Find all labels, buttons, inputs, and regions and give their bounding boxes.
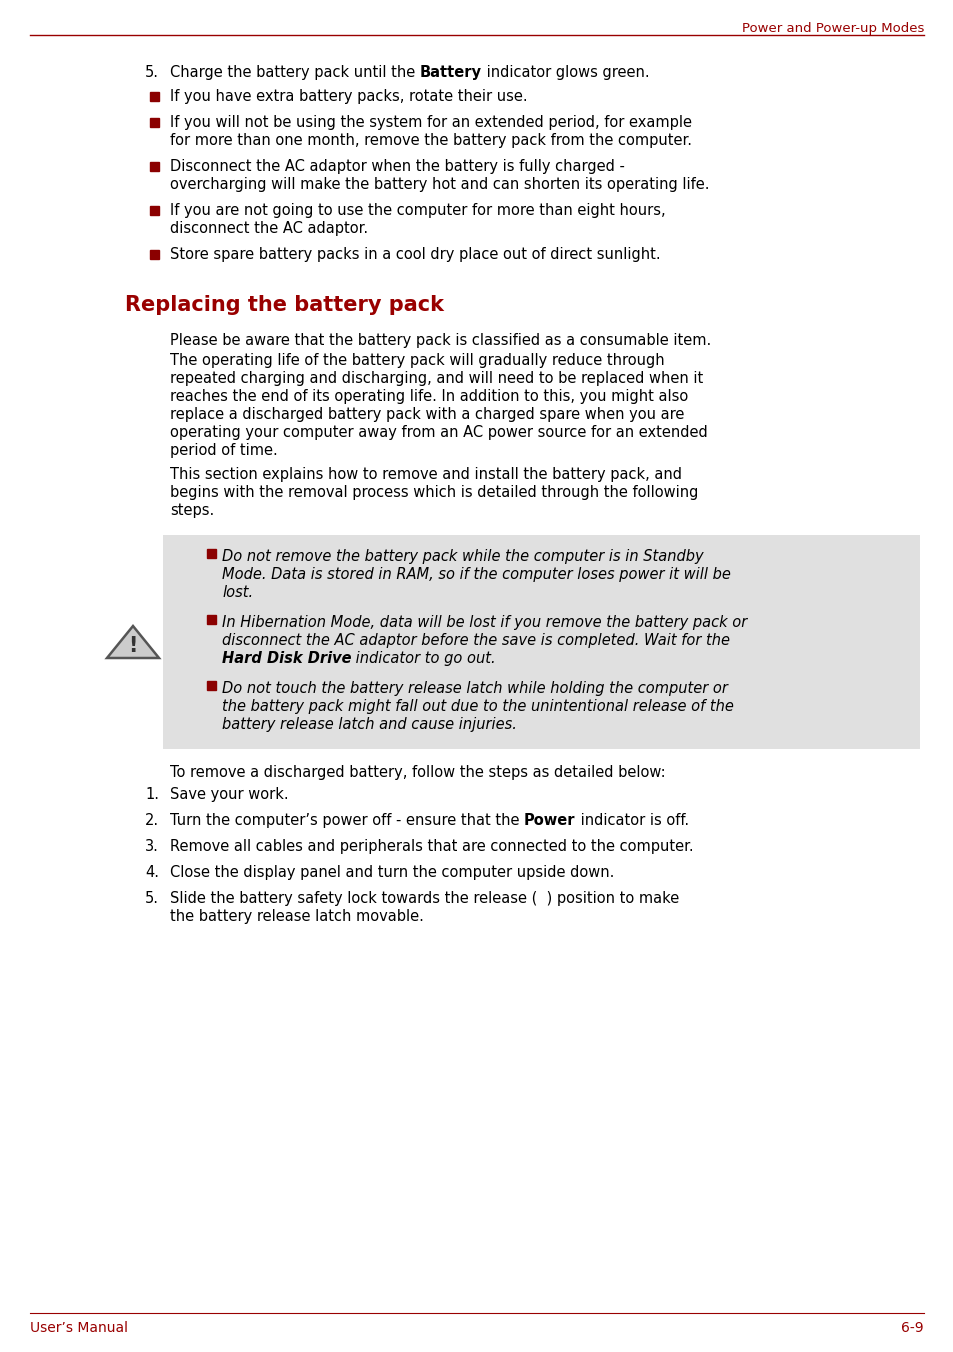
Text: !: ! (128, 635, 137, 656)
Text: 1.: 1. (145, 787, 159, 802)
Text: This section explains how to remove and install the battery pack, and: This section explains how to remove and … (170, 466, 681, 483)
Text: steps.: steps. (170, 503, 214, 518)
Text: begins with the removal process which is detailed through the following: begins with the removal process which is… (170, 485, 698, 500)
Text: indicator is off.: indicator is off. (575, 813, 688, 827)
Bar (150, 206, 159, 215)
Bar (150, 92, 159, 100)
Text: 3.: 3. (145, 840, 159, 854)
Text: the battery pack might fall out due to the unintentional release of the: the battery pack might fall out due to t… (222, 699, 733, 714)
Text: Power: Power (523, 813, 575, 827)
Text: User’s Manual: User’s Manual (30, 1321, 128, 1334)
Text: reaches the end of its operating life. In addition to this, you might also: reaches the end of its operating life. I… (170, 389, 687, 404)
Text: Turn the computer’s power off - ensure that the: Turn the computer’s power off - ensure t… (170, 813, 523, 827)
Bar (150, 118, 159, 127)
Text: 2.: 2. (145, 813, 159, 827)
Bar (150, 161, 159, 170)
Text: If you will not be using the system for an extended period, for example: If you will not be using the system for … (170, 115, 691, 130)
Text: operating your computer away from an AC power source for an extended: operating your computer away from an AC … (170, 425, 707, 439)
Bar (150, 250, 159, 258)
Text: overcharging will make the battery hot and can shorten its operating life.: overcharging will make the battery hot a… (170, 177, 709, 192)
Text: the battery release latch movable.: the battery release latch movable. (170, 909, 423, 923)
Text: If you have extra battery packs, rotate their use.: If you have extra battery packs, rotate … (170, 89, 527, 104)
Text: Do not remove the battery pack while the computer is in Standby: Do not remove the battery pack while the… (222, 549, 703, 564)
Text: In Hibernation Mode, data will be lost if you remove the battery pack or: In Hibernation Mode, data will be lost i… (222, 615, 746, 630)
Text: period of time.: period of time. (170, 443, 277, 458)
Text: The operating life of the battery pack will gradually reduce through: The operating life of the battery pack w… (170, 353, 664, 368)
Text: Mode. Data is stored in RAM, so if the computer loses power it will be: Mode. Data is stored in RAM, so if the c… (222, 566, 730, 581)
Text: replace a discharged battery pack with a charged spare when you are: replace a discharged battery pack with a… (170, 407, 683, 422)
Bar (163, 535, 919, 749)
Text: If you are not going to use the computer for more than eight hours,: If you are not going to use the computer… (170, 203, 665, 218)
Text: Replacing the battery pack: Replacing the battery pack (125, 295, 443, 315)
Bar (207, 681, 215, 690)
Text: Please be aware that the battery pack is classified as a consumable item.: Please be aware that the battery pack is… (170, 333, 711, 347)
Text: Charge the battery pack until the: Charge the battery pack until the (170, 65, 419, 80)
Text: Hard Disk Drive: Hard Disk Drive (222, 652, 351, 667)
Text: 5.: 5. (145, 65, 159, 80)
Text: Store spare battery packs in a cool dry place out of direct sunlight.: Store spare battery packs in a cool dry … (170, 247, 659, 262)
Text: 6-9: 6-9 (901, 1321, 923, 1334)
Text: disconnect the AC adaptor.: disconnect the AC adaptor. (170, 220, 368, 237)
Text: Save your work.: Save your work. (170, 787, 289, 802)
Text: disconnect the AC adaptor before the save is completed. Wait for the: disconnect the AC adaptor before the sav… (222, 633, 729, 648)
Text: for more than one month, remove the battery pack from the computer.: for more than one month, remove the batt… (170, 132, 691, 147)
Text: Battery: Battery (419, 65, 481, 80)
Text: Close the display panel and turn the computer upside down.: Close the display panel and turn the com… (170, 865, 614, 880)
Text: indicator to go out.: indicator to go out. (351, 652, 496, 667)
Bar (207, 615, 215, 625)
Text: Disconnect the AC adaptor when the battery is fully charged -: Disconnect the AC adaptor when the batte… (170, 160, 624, 174)
Text: lost.: lost. (222, 585, 253, 600)
Text: To remove a discharged battery, follow the steps as detailed below:: To remove a discharged battery, follow t… (170, 765, 665, 780)
Text: Slide the battery safety lock towards the release (  ) position to make: Slide the battery safety lock towards th… (170, 891, 679, 906)
Text: Power and Power-up Modes: Power and Power-up Modes (740, 22, 923, 35)
Text: indicator glows green.: indicator glows green. (481, 65, 649, 80)
Text: 4.: 4. (145, 865, 159, 880)
Polygon shape (107, 626, 159, 658)
Bar (207, 549, 215, 558)
Text: battery release latch and cause injuries.: battery release latch and cause injuries… (222, 717, 517, 731)
Text: repeated charging and discharging, and will need to be replaced when it: repeated charging and discharging, and w… (170, 370, 702, 387)
Text: 5.: 5. (145, 891, 159, 906)
Text: Do not touch the battery release latch while holding the computer or: Do not touch the battery release latch w… (222, 681, 727, 696)
Text: Remove all cables and peripherals that are connected to the computer.: Remove all cables and peripherals that a… (170, 840, 693, 854)
